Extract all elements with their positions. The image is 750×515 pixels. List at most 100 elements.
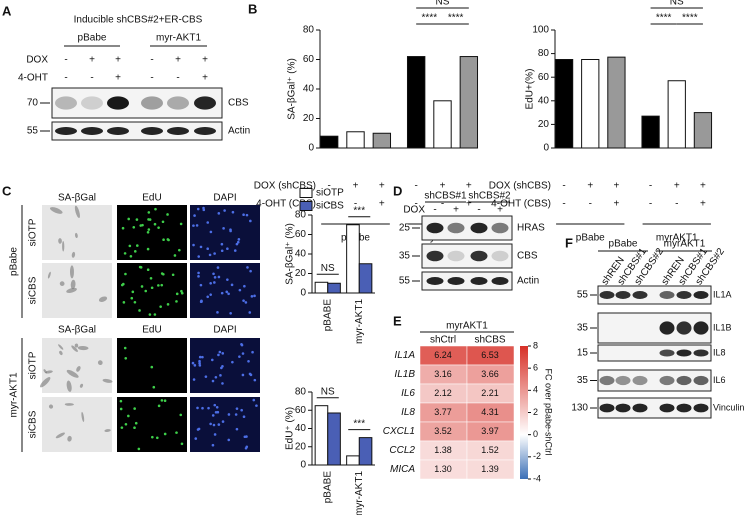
y-axis-label: SA-βGal⁺ (%): [287, 58, 298, 120]
sign: +: [613, 181, 619, 192]
nucleus: [235, 407, 239, 410]
nucleus: [235, 427, 239, 431]
bar: [433, 100, 452, 149]
colorbar-tick-label: 4: [533, 385, 538, 395]
blot-band: [141, 96, 163, 110]
nucleus: [146, 247, 150, 251]
y-axis-label: SA-βGal⁺ (%): [285, 223, 296, 285]
condition-label: DOX: [403, 205, 425, 216]
blot-membrane: [421, 243, 513, 269]
nucleus: [220, 249, 224, 253]
bar: [327, 282, 341, 294]
blot-band: [632, 375, 648, 386]
x-tick-label: myr-AKT1: [354, 299, 365, 344]
condition-label: DOX (shCBS): [254, 181, 316, 192]
y-tick-label: 40: [538, 95, 550, 106]
cell: [39, 377, 51, 388]
blot-band: [107, 96, 129, 110]
blot-band: [615, 375, 631, 386]
condition-label: 4-OHT: [18, 73, 48, 84]
nucleus: [206, 295, 210, 299]
nucleus: [217, 275, 221, 279]
sign: +: [379, 181, 385, 192]
nucleus: [134, 421, 138, 425]
condition-label: 4-OHT (CBS): [491, 199, 551, 210]
nucleus: [148, 313, 152, 316]
blot-membrane: [51, 87, 223, 119]
cell: [77, 345, 89, 351]
nucleus: [225, 290, 229, 294]
colorbar-label: FC over pBabe-shCtrl: [544, 368, 554, 455]
nucleus: [201, 406, 204, 410]
nucleus: [235, 242, 239, 246]
nucleus: [124, 422, 128, 426]
nucleus: [151, 435, 154, 439]
sign: +: [440, 181, 446, 192]
bar: [346, 224, 360, 294]
legend-swatch: [299, 201, 313, 211]
blot-band: [632, 291, 648, 299]
sign: +: [453, 205, 459, 216]
sign: +: [587, 181, 593, 192]
nucleus: [245, 445, 249, 449]
significance-label: ****: [656, 13, 672, 24]
nucleus: [119, 399, 123, 403]
nucleus: [139, 224, 143, 227]
blot-band: [659, 291, 675, 299]
nucleus: [163, 432, 167, 436]
group-label: myrAKT1: [446, 321, 488, 332]
blot-membrane: [597, 397, 712, 419]
bar: [372, 132, 392, 149]
nucleus: [157, 226, 160, 229]
bar: [607, 56, 626, 149]
bar: [459, 56, 479, 149]
heatmap-value: 3.16: [434, 369, 452, 379]
cell: [71, 251, 76, 258]
nucleus: [227, 438, 231, 442]
colorbar-tick-label: -4: [533, 473, 541, 483]
nucleus: [231, 360, 234, 364]
cell: [66, 380, 72, 392]
cell: [62, 240, 65, 252]
nucleus: [162, 272, 165, 276]
cell: [98, 296, 108, 302]
nucleus: [221, 382, 224, 385]
blot-band: [676, 349, 692, 357]
sign: -: [477, 205, 480, 216]
nucleus: [196, 207, 200, 211]
nucleus: [199, 283, 203, 287]
y-tick-label: 40: [295, 423, 307, 434]
y-tick-label: 0: [300, 460, 306, 471]
blot-band: [470, 277, 488, 285]
y-tick-label: 40: [295, 249, 307, 260]
nucleus: [157, 404, 161, 408]
cell: [49, 207, 63, 214]
blot-band: [693, 403, 709, 413]
sign: -: [562, 199, 565, 210]
gene-label: IL1B: [394, 369, 415, 380]
column-header: DAPI: [213, 193, 236, 204]
group-label: pBabe: [609, 239, 638, 250]
heatmap-value: 1.30: [434, 464, 452, 474]
x-tick-label: pBABE: [322, 471, 333, 504]
colorbar: [520, 346, 528, 479]
nucleus: [161, 220, 165, 224]
blot-band: [632, 403, 648, 413]
blot-band: [676, 403, 692, 413]
heatmap-value: 1.39: [481, 464, 499, 474]
bar: [641, 115, 660, 149]
nucleus: [199, 245, 203, 249]
panel-label: F: [565, 235, 573, 250]
bar: [358, 263, 373, 294]
blot-label: IL6: [713, 375, 726, 385]
y-axis-label: EdU⁺ (%): [285, 407, 296, 450]
group-label: shCBS#2: [468, 191, 511, 202]
group-label: shCBS#1: [424, 191, 467, 202]
nucleus: [207, 406, 210, 410]
sign: -: [589, 199, 592, 210]
nucleus: [198, 355, 202, 359]
bar: [346, 455, 360, 466]
block-label: pBabe: [9, 247, 20, 276]
nucleus: [191, 361, 195, 365]
cell: [81, 411, 85, 422]
